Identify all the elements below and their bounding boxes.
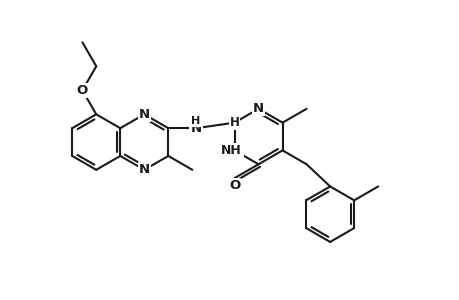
Text: H: H	[191, 116, 200, 126]
Text: N: N	[139, 163, 150, 176]
Text: N: N	[252, 102, 263, 115]
Text: NH: NH	[221, 144, 241, 157]
Text: NH: NH	[222, 144, 242, 157]
Text: H: H	[229, 116, 239, 129]
Text: N: N	[190, 122, 201, 135]
Text: O: O	[77, 84, 88, 97]
Text: H: H	[190, 116, 201, 129]
Text: N: N	[139, 108, 150, 121]
Text: N: N	[252, 102, 263, 115]
Text: O: O	[229, 178, 240, 192]
